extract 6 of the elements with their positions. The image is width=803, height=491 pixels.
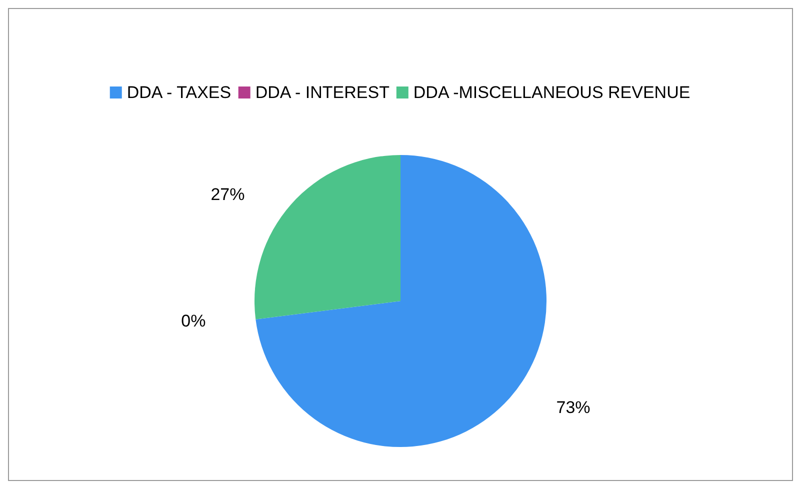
data-label: 73% xyxy=(556,398,590,417)
data-label: 27% xyxy=(210,185,245,204)
text: 0% xyxy=(181,312,206,331)
legend-label: DDA -MISCELLANEOUS REVENUE xyxy=(413,83,690,102)
legend-label: DDA - TAXES xyxy=(126,83,232,102)
legend-label: DDA - INTEREST xyxy=(255,83,390,102)
